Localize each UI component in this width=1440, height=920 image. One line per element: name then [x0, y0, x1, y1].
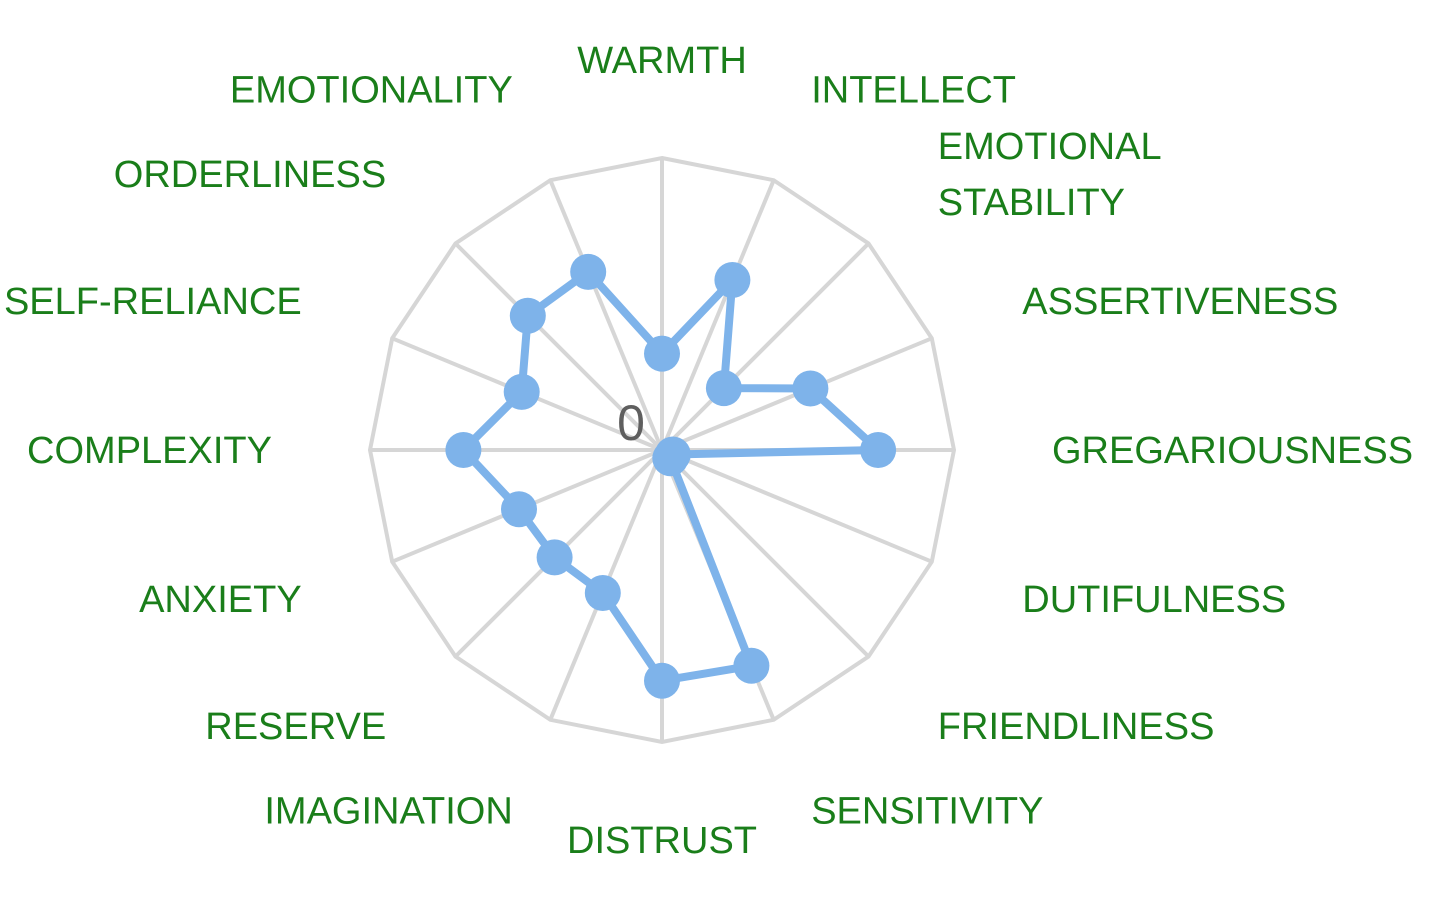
- category-label-emotionality: EMOTIONALITY: [230, 70, 513, 112]
- radar-spoke-dutifulness: [661, 448, 933, 564]
- data-point-assertiveness[interactable]: [792, 370, 829, 407]
- category-label-distrust: DISTRUST: [567, 820, 757, 862]
- radar-series: [445, 253, 897, 699]
- data-point-friendliness[interactable]: [652, 440, 689, 477]
- data-point-imagination[interactable]: [584, 575, 621, 611]
- category-label-friendliness: FRIENDLINESS: [938, 706, 1215, 748]
- radar-spoke-emotional-stability: [660, 242, 870, 452]
- radar-spoke-friendliness: [660, 448, 870, 658]
- category-label-assertiveness: ASSERTIVENESS: [1022, 281, 1338, 323]
- data-point-gregariousness[interactable]: [860, 432, 897, 468]
- data-point-complexity[interactable]: [445, 432, 482, 468]
- category-label-complexity: COMPLEXITY: [27, 430, 272, 472]
- category-label-warmth: WARMTH: [577, 40, 747, 82]
- category-label-orderliness: ORDERLINESS: [114, 154, 386, 196]
- data-point-orderliness[interactable]: [509, 297, 546, 334]
- radar-spoke-emotionality: [548, 179, 664, 451]
- center-tick-label: 0: [617, 395, 645, 451]
- data-point-reserve[interactable]: [536, 539, 573, 576]
- category-label-emotional-stability: EMOTIONAL STABILITY: [938, 126, 1162, 224]
- category-label-gregariousness: GREGARIOUSNESS: [1052, 430, 1413, 472]
- data-point-emotional-stability[interactable]: [705, 370, 742, 407]
- category-label-reserve: RESERVE: [205, 706, 386, 748]
- category-label-sensitivity: SENSITIVITY: [811, 790, 1043, 832]
- category-label-dutifulness: DUTIFULNESS: [1022, 579, 1286, 621]
- category-label-intellect: INTELLECT: [811, 70, 1016, 112]
- data-point-anxiety[interactable]: [501, 491, 537, 528]
- category-labels: WARMTH INTELLECT EMOTIONAL STABILITY ASSERTI…: [4, 40, 1413, 862]
- data-point-emotionality[interactable]: [570, 253, 607, 290]
- data-point-distrust[interactable]: [644, 662, 680, 699]
- data-point-warmth[interactable]: [644, 335, 680, 372]
- data-point-sensitivity[interactable]: [733, 647, 770, 684]
- category-label-anxiety: ANXIETY: [139, 579, 302, 621]
- data-point-self-reliance[interactable]: [503, 373, 540, 410]
- radar-spoke-orderliness: [454, 242, 664, 452]
- data-point-intellect[interactable]: [714, 262, 751, 298]
- category-label-self-reliance: SELF-RELIANCE: [4, 281, 302, 323]
- category-label-imagination: IMAGINATION: [264, 790, 512, 832]
- radar-spoke-intellect: [660, 179, 776, 451]
